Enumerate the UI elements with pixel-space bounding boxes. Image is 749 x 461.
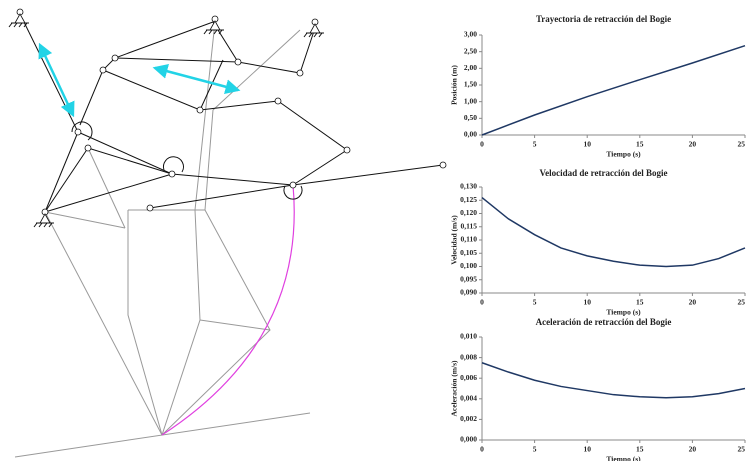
- y-tick-label: 1,50: [464, 80, 477, 89]
- x-tick-label: 15: [636, 140, 644, 149]
- y-tick-label: 0,00: [464, 130, 477, 139]
- y-axis-label: Aceleración (m/s): [450, 360, 459, 417]
- x-tick-label: 10: [583, 140, 591, 149]
- x-tick-label: 0: [480, 445, 484, 454]
- figure: Trayectoria de retracción del Bogie0,000…: [0, 0, 749, 461]
- x-tick-label: 20: [689, 445, 697, 454]
- x-tick-label: 10: [583, 445, 591, 454]
- y-tick-label: 0,130: [460, 182, 477, 191]
- y-tick-label: 2,00: [464, 63, 477, 72]
- y-tick-label: 0,090: [460, 288, 477, 297]
- y-axis-label: Posición (m): [450, 65, 459, 105]
- x-tick-label: 15: [636, 298, 644, 307]
- y-tick-label: 0,010: [460, 332, 477, 341]
- y-tick-label: 0,004: [460, 394, 477, 403]
- y-tick-label: 0,110: [461, 235, 478, 244]
- x-tick-label: 25: [738, 445, 746, 454]
- data-line: [482, 198, 745, 267]
- x-tick-label: 0: [480, 298, 484, 307]
- y-tick-label: 0,002: [460, 414, 477, 423]
- x-axis-label: Tiempo (s): [606, 455, 641, 461]
- y-axis-label: Velocidad (m/s): [450, 215, 459, 265]
- y-tick-label: 0,100: [460, 261, 477, 270]
- x-tick-label: 5: [533, 445, 537, 454]
- x-tick-label: 20: [689, 298, 697, 307]
- x-tick-label: 25: [738, 140, 746, 149]
- x-tick-label: 15: [636, 445, 644, 454]
- page: Trayectoria de retracción del Bogie0,000…: [0, 0, 749, 461]
- x-tick-label: 25: [738, 298, 746, 307]
- y-tick-label: 0,115: [461, 221, 478, 230]
- x-tick-label: 20: [689, 140, 697, 149]
- x-tick-label: 0: [480, 140, 484, 149]
- y-tick-label: 0,000: [460, 435, 477, 444]
- y-tick-label: 0,006: [460, 373, 477, 382]
- chart-title: Aceleración de retracción del Bogie: [536, 317, 672, 327]
- data-line: [482, 363, 745, 398]
- y-tick-label: 2,50: [464, 46, 477, 55]
- y-tick-label: 3,00: [464, 30, 477, 39]
- y-tick-label: 0,105: [460, 248, 477, 257]
- data-line: [482, 46, 745, 135]
- y-tick-label: 1,00: [464, 96, 477, 105]
- chart-title: Trayectoria de retracción del Bogie: [536, 14, 671, 24]
- x-axis-label: Tiempo (s): [606, 308, 641, 317]
- x-tick-label: 5: [533, 140, 537, 149]
- mechanism: [9, 9, 446, 457]
- y-tick-label: 0,008: [460, 352, 477, 361]
- y-tick-label: 0,125: [460, 195, 477, 204]
- chart-title: Velocidad de retracción del Bogie: [540, 168, 668, 178]
- x-axis-label: Tiempo (s): [606, 150, 641, 159]
- y-tick-label: 0,120: [460, 208, 477, 217]
- x-tick-label: 10: [583, 298, 591, 307]
- y-tick-label: 0,095: [460, 274, 477, 283]
- x-tick-label: 5: [533, 298, 537, 307]
- y-tick-label: 0,50: [464, 113, 477, 122]
